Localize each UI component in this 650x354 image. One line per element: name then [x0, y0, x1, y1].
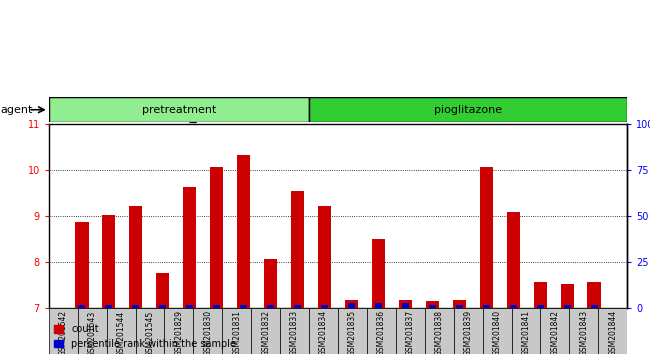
Bar: [240, 305, 247, 308]
Bar: [102, 215, 116, 308]
Bar: [187, 305, 193, 308]
Bar: [591, 305, 597, 308]
Text: GSM201836: GSM201836: [377, 310, 386, 354]
Bar: [291, 190, 304, 308]
Bar: [164, 308, 194, 354]
Text: GSM201834: GSM201834: [319, 310, 328, 354]
Bar: [425, 308, 454, 354]
Text: GSM201543: GSM201543: [88, 310, 97, 354]
Bar: [344, 300, 358, 308]
Text: GSM201839: GSM201839: [463, 310, 473, 354]
Bar: [213, 305, 220, 308]
Text: GDS4132 / 1566882_at: GDS4132 / 1566882_at: [49, 109, 211, 123]
Bar: [321, 305, 328, 308]
Bar: [280, 308, 309, 354]
Bar: [318, 206, 332, 308]
Bar: [156, 274, 170, 308]
Bar: [129, 206, 142, 308]
Bar: [396, 308, 425, 354]
Bar: [107, 308, 136, 354]
Bar: [294, 305, 301, 308]
Bar: [588, 282, 601, 308]
Bar: [375, 303, 382, 308]
Text: GSM201542: GSM201542: [58, 310, 68, 354]
Bar: [560, 284, 574, 308]
Bar: [483, 305, 489, 308]
Text: GSM201841: GSM201841: [521, 310, 530, 354]
Bar: [194, 308, 222, 354]
Bar: [309, 97, 627, 122]
Bar: [506, 212, 520, 308]
Bar: [426, 301, 439, 308]
Text: GSM201843: GSM201843: [579, 310, 588, 354]
Bar: [480, 167, 493, 308]
Bar: [429, 305, 436, 308]
Bar: [79, 305, 85, 308]
Bar: [159, 305, 166, 308]
Bar: [541, 308, 569, 354]
Bar: [264, 259, 278, 308]
Text: GSM201545: GSM201545: [146, 310, 155, 354]
Bar: [452, 300, 466, 308]
Bar: [372, 239, 385, 308]
Bar: [402, 303, 409, 308]
Text: GSM201832: GSM201832: [261, 310, 270, 354]
Text: GSM201838: GSM201838: [435, 310, 444, 354]
Bar: [251, 308, 280, 354]
Bar: [136, 308, 164, 354]
Bar: [133, 305, 139, 308]
Text: GSM201833: GSM201833: [290, 310, 299, 354]
Bar: [599, 308, 627, 354]
Legend: count, percentile rank within the sample: count, percentile rank within the sample: [53, 324, 236, 349]
Bar: [49, 97, 309, 122]
Bar: [348, 303, 355, 308]
Text: GSM201840: GSM201840: [493, 310, 502, 354]
Bar: [49, 308, 78, 354]
Text: GSM201835: GSM201835: [348, 310, 357, 354]
Bar: [309, 308, 338, 354]
Text: GSM201830: GSM201830: [203, 310, 213, 354]
Bar: [510, 305, 517, 308]
Bar: [398, 300, 412, 308]
Bar: [537, 305, 543, 308]
Bar: [482, 308, 512, 354]
Bar: [75, 222, 88, 308]
Bar: [454, 308, 482, 354]
Text: GSM201842: GSM201842: [551, 310, 560, 354]
Bar: [456, 305, 463, 308]
Bar: [237, 155, 250, 308]
Text: GSM201831: GSM201831: [232, 310, 241, 354]
Bar: [367, 308, 396, 354]
Bar: [78, 308, 107, 354]
Bar: [183, 187, 196, 308]
Text: pioglitazone: pioglitazone: [434, 105, 502, 115]
Text: GSM201544: GSM201544: [116, 310, 125, 354]
Text: GSM201829: GSM201829: [174, 310, 183, 354]
Bar: [105, 305, 112, 308]
Bar: [569, 308, 598, 354]
Bar: [564, 305, 571, 308]
Bar: [338, 308, 367, 354]
Text: GSM201844: GSM201844: [608, 310, 618, 354]
Bar: [222, 308, 251, 354]
Bar: [534, 282, 547, 308]
Bar: [210, 167, 224, 308]
Bar: [512, 308, 541, 354]
Text: agent: agent: [1, 105, 33, 115]
Text: pretreatment: pretreatment: [142, 105, 216, 115]
Bar: [267, 305, 274, 308]
Text: GSM201837: GSM201837: [406, 310, 415, 354]
